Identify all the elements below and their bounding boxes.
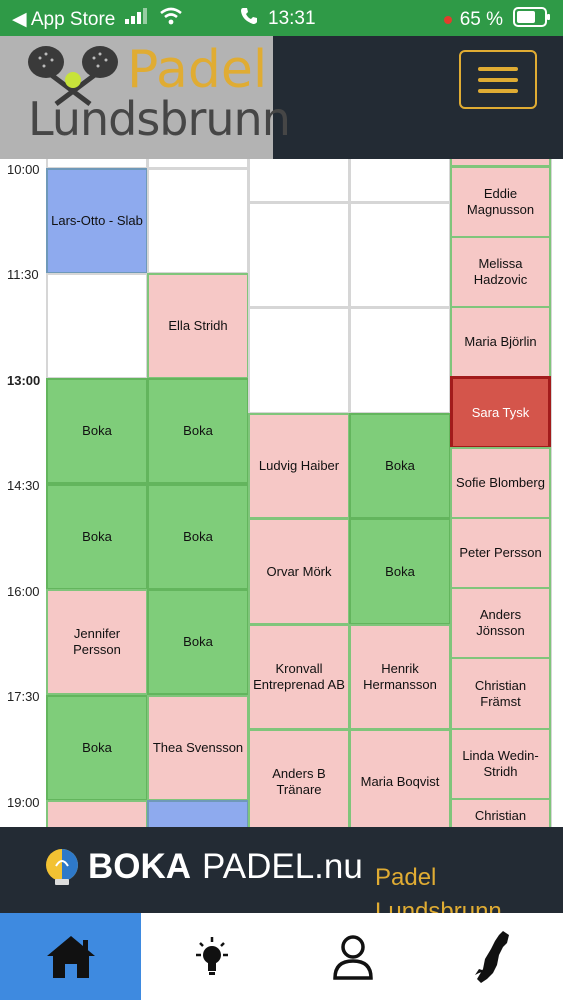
time-slot-booked[interactable]: Henrik Hermansson bbox=[349, 624, 451, 730]
nav-tips-button[interactable] bbox=[141, 913, 282, 1000]
brand-padel-nu: PADEL.nu bbox=[202, 847, 363, 886]
time-slot-available[interactable]: Boka bbox=[147, 378, 249, 484]
back-app-label: ◀ App Store bbox=[12, 8, 116, 30]
time-slot-available[interactable]: Boka bbox=[349, 518, 451, 625]
signal-icon bbox=[125, 8, 148, 30]
time-slot-booked[interactable]: Melissa Hadzovic bbox=[450, 236, 551, 308]
time-slot-empty[interactable] bbox=[349, 202, 451, 308]
time-slot-booked[interactable]: Jennifer Persson bbox=[46, 589, 148, 695]
time-label: 13:00 bbox=[7, 373, 41, 388]
time-label: 17:30 bbox=[7, 689, 40, 704]
time-slot-available[interactable]: Boka bbox=[46, 378, 148, 484]
booking-calendar: 10:00 11:30 13:00 14:30 16:00 17:30 19:0… bbox=[0, 159, 563, 827]
status-bar: ◀ App Store 13:31 65 % bbox=[0, 0, 563, 36]
time-slot-available[interactable]: Boka bbox=[349, 413, 451, 519]
lightbulb-logo-icon bbox=[46, 849, 78, 885]
time-slot-booked[interactable]: Christian bbox=[450, 798, 551, 827]
recording-dot-icon bbox=[443, 16, 452, 24]
time-slot-available[interactable]: Boka bbox=[46, 484, 148, 590]
bokapadel-banner[interactable]: BOKA PADEL.nu Padel Lundsbrunn bbox=[0, 827, 563, 913]
time-slot-empty[interactable] bbox=[349, 307, 451, 414]
logo-text-lundsbrunn: Lundsbrunn bbox=[28, 92, 291, 146]
user-icon bbox=[332, 934, 373, 980]
time-slot-selected[interactable]: Sara Tysk bbox=[450, 376, 551, 449]
time-slot-booked[interactable]: Eddie Magnusson bbox=[450, 166, 551, 238]
time-slot-booked[interactable]: Maria Boqvist bbox=[349, 729, 451, 827]
time-slot-booked[interactable]: Anders Jönsson bbox=[450, 587, 551, 659]
time-label: 16:00 bbox=[7, 584, 40, 599]
nav-map-button[interactable] bbox=[422, 913, 563, 1000]
time-slot-booked[interactable]: Orvar Mörk bbox=[248, 518, 350, 625]
time-slot-booked[interactable]: Ella Stridh bbox=[147, 273, 249, 379]
nav-home-button[interactable] bbox=[0, 913, 141, 1000]
menu-bar-icon bbox=[478, 67, 518, 71]
back-to-app-store[interactable]: ◀ App Store bbox=[12, 7, 183, 31]
time-slot-empty[interactable] bbox=[248, 307, 350, 414]
time-slot-available[interactable]: Boka bbox=[147, 484, 249, 590]
time-slot-booked[interactable] bbox=[46, 800, 148, 827]
time-slot-booked[interactable] bbox=[147, 800, 249, 827]
logo-text-padel: Padel bbox=[127, 40, 268, 100]
time-slot-booked[interactable]: Peter Persson bbox=[450, 517, 551, 589]
time-slot-booked[interactable]: Thea Svensson bbox=[147, 695, 249, 801]
bottom-navigation bbox=[0, 913, 563, 1000]
time-slot-booked[interactable]: Ludvig Haiber bbox=[248, 413, 350, 519]
time-slot-booked[interactable]: Sofie Blomberg bbox=[450, 447, 551, 519]
clock-time: 13:31 bbox=[268, 8, 316, 29]
hamburger-menu-button[interactable] bbox=[459, 50, 537, 109]
time-slot-booked[interactable]: Kronvall Entreprenad AB bbox=[248, 624, 350, 730]
phone-icon bbox=[240, 7, 258, 31]
time-slot-booked[interactable]: Linda Wedin-Stridh bbox=[450, 728, 551, 800]
scandinavia-map-icon bbox=[474, 930, 509, 983]
menu-bar-icon bbox=[478, 78, 518, 82]
menu-bar-icon bbox=[478, 89, 518, 93]
time-slot-empty[interactable] bbox=[349, 159, 451, 203]
time-label: 11:30 bbox=[7, 267, 39, 282]
clock: 13:31 bbox=[240, 7, 316, 31]
time-slot-empty[interactable] bbox=[248, 202, 350, 308]
banner-club-name: Padel Lundsbrunn bbox=[375, 864, 502, 913]
time-label: 19:00 bbox=[7, 795, 40, 810]
time-slot-empty[interactable] bbox=[147, 168, 249, 274]
time-slot-empty[interactable] bbox=[46, 273, 148, 379]
time-slot-empty[interactable] bbox=[248, 159, 350, 203]
app-header: Padel Lundsbrunn bbox=[0, 36, 563, 159]
time-slot-booked[interactable]: Lars-Otto - Slab bbox=[46, 168, 148, 274]
column-divider bbox=[550, 159, 552, 827]
padel-rackets-icon bbox=[28, 46, 118, 106]
battery-icon bbox=[513, 7, 551, 33]
time-label: 10:00 bbox=[7, 162, 40, 177]
time-slot-booked[interactable]: Christian Främst bbox=[450, 657, 551, 730]
nav-profile-button[interactable] bbox=[282, 913, 423, 1000]
brand-boka: BOKA bbox=[88, 847, 192, 886]
time-slot-available[interactable]: Boka bbox=[147, 589, 249, 695]
home-icon bbox=[46, 935, 95, 978]
lightbulb-icon bbox=[195, 936, 228, 975]
time-slot-available[interactable]: Boka bbox=[46, 695, 148, 801]
battery-percent: 65 % bbox=[459, 9, 503, 30]
site-logo[interactable]: Padel Lundsbrunn bbox=[0, 36, 291, 159]
wifi-icon bbox=[159, 7, 183, 31]
time-slot-booked[interactable]: Anders B Tränare bbox=[248, 729, 350, 827]
battery-status: 65 % bbox=[443, 7, 551, 33]
time-label: 14:30 bbox=[7, 478, 40, 493]
time-slot-booked[interactable]: Maria Björlin bbox=[450, 306, 551, 378]
